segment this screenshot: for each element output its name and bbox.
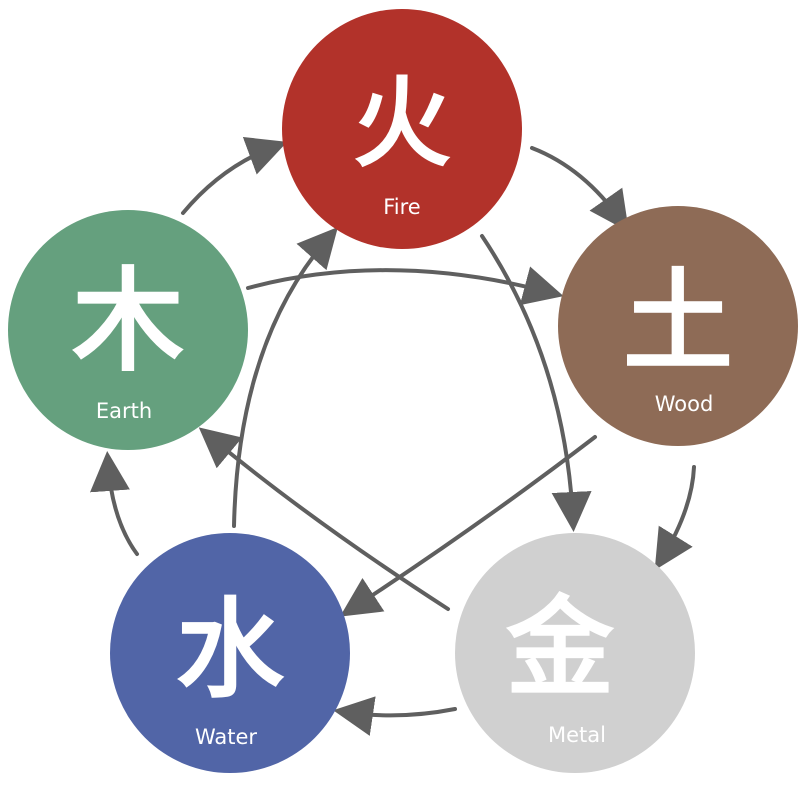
fire-label: Fire	[383, 195, 420, 219]
generating-cycle-arrows	[90, 136, 696, 736]
arrow-water-to-earth	[90, 451, 139, 556]
arrow-metal-to-earth	[198, 427, 450, 611]
arrow-wood-to-metal	[654, 465, 696, 571]
fire-circle	[282, 9, 522, 249]
metal-circle	[455, 533, 695, 773]
arrow-fire-to-wood	[530, 146, 629, 232]
arrow-earth-to-wood	[246, 266, 564, 306]
metal-glyph: 金	[505, 585, 615, 711]
water-glyph: 水	[176, 587, 285, 713]
node-water: 水 Water	[110, 533, 350, 773]
fire-glyph: 火	[353, 66, 451, 181]
water-label: Water	[195, 725, 257, 749]
earth-circle	[8, 210, 248, 450]
wood-label: Wood	[655, 392, 714, 416]
earth-glyph: 木	[72, 256, 184, 387]
node-metal: 金 Metal	[455, 533, 695, 773]
earth-label: Earth	[96, 399, 152, 423]
arrow-wood-to-water	[339, 435, 597, 617]
node-earth: 木 Earth	[8, 210, 248, 450]
metal-label: Metal	[548, 723, 606, 747]
wood-circle	[558, 206, 798, 446]
controlling-cycle-arrows	[198, 227, 597, 617]
wood-glyph: 土	[623, 257, 733, 386]
water-circle	[110, 533, 350, 773]
arrow-water-to-fire	[232, 227, 338, 528]
arrow-metal-to-water	[333, 696, 457, 736]
arrow-fire-to-metal	[480, 234, 592, 532]
node-wood: 土 Wood	[558, 206, 798, 446]
node-fire: 火 Fire	[282, 9, 522, 249]
arrow-earth-to-fire	[181, 136, 288, 215]
